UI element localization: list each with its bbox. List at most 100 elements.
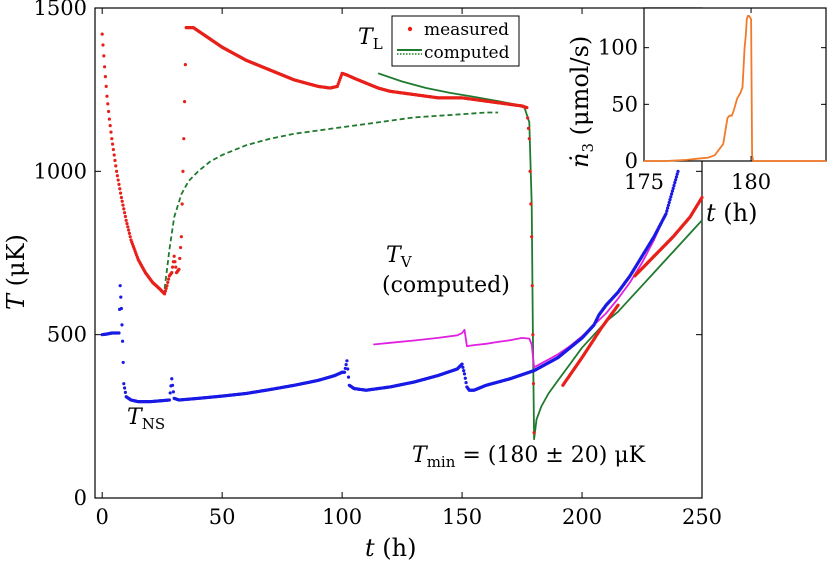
series-t-l-measured	[100, 26, 536, 435]
legend-measured-marker	[407, 26, 413, 32]
data-point	[461, 365, 465, 369]
data-point	[673, 181, 677, 185]
data-point	[123, 390, 127, 394]
data-point	[462, 369, 466, 373]
data-point	[671, 186, 675, 190]
data-point	[103, 65, 107, 69]
data-point	[526, 126, 531, 130]
data-point	[669, 195, 673, 199]
data-point	[170, 383, 175, 387]
data-point	[104, 84, 108, 88]
data-point	[182, 137, 186, 141]
data-point	[122, 211, 127, 215]
data-point	[166, 280, 170, 284]
data-point	[123, 214, 127, 219]
data-point	[126, 228, 131, 232]
data-point	[665, 209, 669, 213]
data-point	[120, 339, 125, 343]
data-point	[110, 142, 115, 146]
data-point	[120, 199, 124, 203]
data-point	[167, 398, 171, 402]
data-point	[122, 382, 126, 386]
data-point	[100, 32, 104, 36]
data-point	[527, 137, 531, 141]
data-point	[345, 359, 349, 363]
series-line	[377, 72, 703, 441]
legend-computed-label: computed	[424, 43, 510, 63]
data-point	[344, 363, 348, 367]
data-point	[464, 380, 468, 385]
main-x-tick-label: 100	[322, 505, 362, 529]
data-point	[667, 200, 671, 205]
data-point	[343, 366, 347, 371]
legend-box	[391, 15, 520, 67]
inset-ndot3-line	[644, 15, 826, 162]
inset-x-ticks: 175 180	[624, 8, 771, 194]
data-point	[115, 174, 119, 178]
series-line	[163, 111, 499, 290]
data-point	[121, 203, 125, 207]
inset-x-tick-label: 180	[731, 170, 771, 194]
data-point	[173, 260, 177, 264]
data-point	[102, 54, 106, 58]
data-point	[174, 265, 178, 269]
main-y-tick-label: 500	[47, 323, 87, 347]
data-point	[346, 367, 350, 371]
main-x-axis-label: t (h)	[365, 534, 416, 562]
tns-annotation: TNS	[127, 405, 165, 433]
data-point	[125, 222, 129, 226]
data-point	[120, 323, 124, 327]
tv-computed-note: (computed)	[382, 273, 510, 298]
data-point	[122, 207, 126, 211]
data-point	[666, 206, 670, 210]
main-y-tick-label: 1500	[34, 0, 87, 20]
data-point	[342, 370, 347, 374]
data-point	[127, 231, 131, 235]
data-point	[531, 333, 535, 337]
data-point	[108, 124, 112, 128]
data-point	[109, 130, 113, 134]
data-point	[700, 195, 704, 200]
data-point	[674, 178, 678, 182]
data-point	[118, 191, 123, 195]
series-line	[373, 171, 679, 369]
data-point	[114, 164, 118, 168]
main-x-tick-label: 0	[96, 505, 109, 529]
inset-y-tick-label: 100	[598, 36, 638, 60]
data-point	[111, 147, 115, 152]
data-point	[346, 375, 351, 379]
data-point	[676, 169, 680, 173]
main-x-tick-label: 200	[562, 505, 602, 529]
data-point	[103, 75, 107, 79]
data-point	[119, 195, 123, 200]
data-point	[529, 202, 533, 206]
data-point	[181, 169, 185, 173]
data-point	[525, 106, 529, 110]
main-x-tick-label: 50	[209, 505, 236, 529]
data-point	[101, 43, 105, 47]
data-point	[119, 306, 123, 311]
legend-title: TL	[358, 25, 383, 53]
data-point	[668, 198, 672, 202]
data-point	[113, 158, 117, 163]
data-point	[532, 431, 536, 435]
data-point	[118, 187, 122, 191]
main-x-ticks: 0 50 100 150 200 250	[96, 8, 722, 529]
data-point	[670, 189, 675, 193]
series-t-l-measured-late	[561, 303, 620, 387]
main-x-tick-label: 150	[442, 505, 482, 529]
data-point	[170, 265, 175, 269]
data-point	[112, 153, 116, 157]
series-t-l-measured-late-2	[633, 195, 704, 278]
tmin-annotation: Tmin = (180 ± 20) μK	[412, 443, 646, 471]
data-point	[531, 382, 536, 386]
data-point	[178, 245, 183, 250]
data-point	[179, 235, 183, 239]
data-point	[166, 277, 171, 281]
data-point	[163, 289, 167, 293]
legend: TL measured computed	[358, 15, 520, 67]
data-point	[183, 63, 187, 67]
main-y-axis-label: T (μK)	[2, 234, 30, 310]
